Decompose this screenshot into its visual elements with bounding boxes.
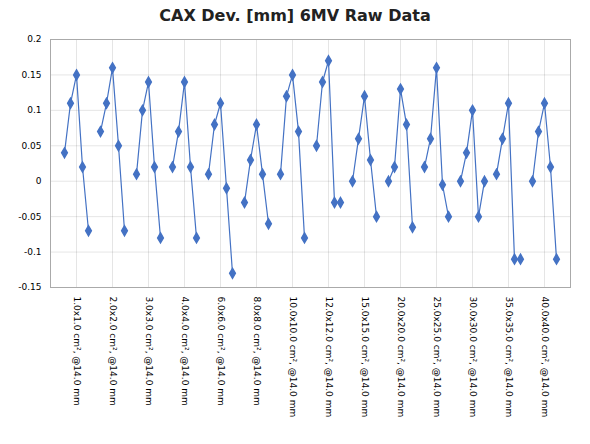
svg-text:0.05: 0.05: [21, 141, 41, 151]
svg-text:-0.1: -0.1: [24, 247, 42, 257]
svg-text:10.0x10.0 cm², @14.0 mm: 10.0x10.0 cm², @14.0 mm: [288, 297, 298, 418]
svg-text:2.0x2.0 cm², @14.0 mm: 2.0x2.0 cm², @14.0 mm: [108, 297, 118, 406]
svg-text:25.0x25.0 cm², @14.0 mm: 25.0x25.0 cm², @14.0 mm: [432, 297, 442, 418]
svg-text:30.0x30.0 cm², @14.0 mm: 30.0x30.0 cm², @14.0 mm: [468, 297, 478, 418]
svg-text:3.0x3.0 cm², @14.0 mm: 3.0x3.0 cm², @14.0 mm: [144, 297, 154, 406]
svg-text:35.0x35.0 cm², @14.0 mm: 35.0x35.0 cm², @14.0 mm: [504, 297, 514, 418]
svg-text:15.0x15.0 cm², @14.0 mm: 15.0x15.0 cm², @14.0 mm: [360, 297, 370, 418]
svg-text:-0.15: -0.15: [18, 282, 41, 292]
svg-text:-0.05: -0.05: [18, 212, 41, 222]
svg-text:12.0x12.0 cm², @14.0 mm: 12.0x12.0 cm², @14.0 mm: [324, 297, 334, 418]
svg-text:0.2: 0.2: [27, 34, 41, 44]
svg-text:8.0x8.0 cm², @14.0 mm: 8.0x8.0 cm², @14.0 mm: [252, 297, 262, 406]
svg-text:6.0x6.0 cm², @14.0 mm: 6.0x6.0 cm², @14.0 mm: [216, 297, 226, 406]
svg-text:0.1: 0.1: [27, 105, 41, 115]
svg-text:0.15: 0.15: [21, 70, 41, 80]
html-text:CAX Dev. [mm] 6MV Raw Data: CAX Dev. [mm] 6MV Raw Data: [159, 6, 431, 25]
svg-text:0: 0: [36, 176, 42, 186]
svg-text:4.0x4.0 cm², @14.0 mm: 4.0x4.0 cm², @14.0 mm: [180, 297, 190, 406]
svg-text:40.0x40.0 cm², @14.0 mm: 40.0x40.0 cm², @14.0 mm: [540, 297, 550, 418]
svg-text:1.0x1.0 cm², @14.0 mm: 1.0x1.0 cm², @14.0 mm: [72, 297, 82, 406]
svg-text:20.0x20.0 cm², @14.0 mm: 20.0x20.0 cm², @14.0 mm: [396, 297, 406, 418]
